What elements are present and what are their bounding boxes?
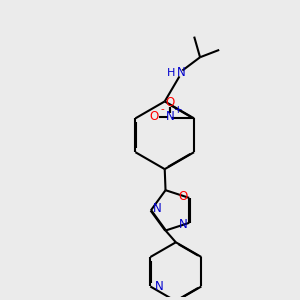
Text: N: N (176, 66, 185, 80)
Text: N: N (166, 110, 174, 123)
Text: O: O (178, 190, 188, 203)
Text: O: O (165, 96, 175, 109)
Text: -: - (160, 104, 164, 115)
Text: O: O (150, 110, 159, 123)
Text: N: N (178, 218, 187, 231)
Text: H: H (167, 68, 176, 78)
Text: N: N (155, 280, 164, 293)
Text: N: N (153, 202, 162, 215)
Text: +: + (173, 104, 182, 115)
